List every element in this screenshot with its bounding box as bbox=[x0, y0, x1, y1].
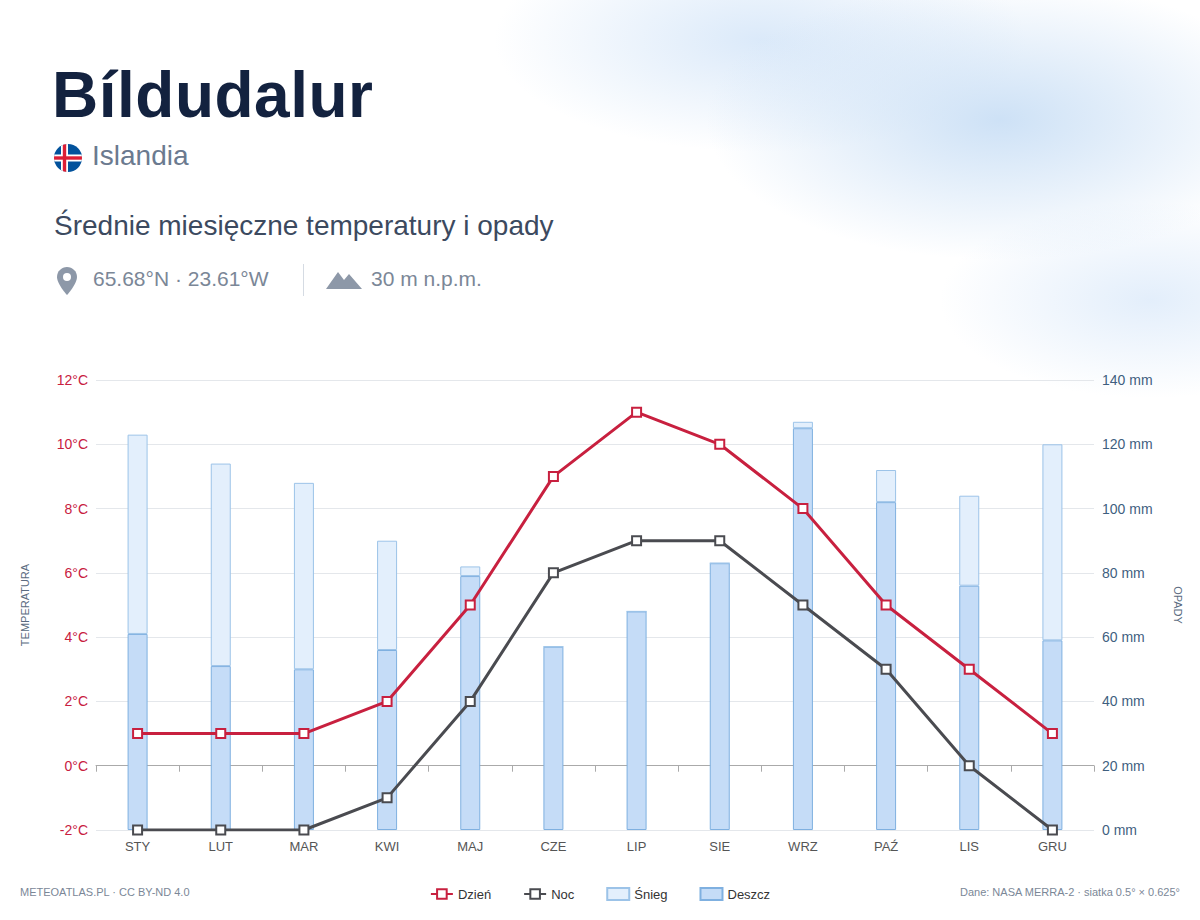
svg-text:140 mm: 140 mm bbox=[1102, 372, 1153, 388]
html-text:Bíldudalur: Bíldudalur bbox=[52, 59, 374, 131]
svg-text:6°C: 6°C bbox=[65, 565, 89, 581]
html-text:30 m n.p.m.: 30 m n.p.m. bbox=[371, 267, 482, 290]
svg-text:60 mm: 60 mm bbox=[1102, 629, 1145, 645]
svg-text:LIP: LIP bbox=[627, 839, 647, 854]
svg-text:GRU: GRU bbox=[1038, 839, 1067, 854]
svg-text:100 mm: 100 mm bbox=[1102, 501, 1153, 517]
svg-text:WRZ: WRZ bbox=[788, 839, 818, 854]
svg-text:10°C: 10°C bbox=[57, 436, 88, 452]
svg-text:CZE: CZE bbox=[540, 839, 566, 854]
html-text:METEOATLAS.PL · CC BY-ND 4.0: METEOATLAS.PL · CC BY-ND 4.0 bbox=[20, 886, 190, 898]
html-text:65.68°N · 23.61°W: 65.68°N · 23.61°W bbox=[93, 267, 269, 290]
svg-text:Noc: Noc bbox=[551, 887, 575, 902]
svg-text:LIS: LIS bbox=[959, 839, 979, 854]
svg-text:SIE: SIE bbox=[709, 839, 730, 854]
svg-text:120 mm: 120 mm bbox=[1102, 436, 1153, 452]
svg-text:-2°C: -2°C bbox=[60, 822, 88, 838]
html-text:Średnie miesięczne temperatury: Średnie miesięczne temperatury i opady bbox=[54, 210, 554, 241]
svg-text:0°C: 0°C bbox=[65, 758, 89, 774]
svg-text:Dzień: Dzień bbox=[458, 887, 491, 902]
html-text:Islandia: Islandia bbox=[92, 140, 189, 171]
svg-text:80 mm: 80 mm bbox=[1102, 565, 1145, 581]
svg-text:Deszcz: Deszcz bbox=[727, 887, 770, 902]
svg-text:PAŹ: PAŹ bbox=[874, 839, 898, 854]
svg-text:8°C: 8°C bbox=[65, 501, 89, 517]
html-text:Dane: NASA MERRA-2 · siatka 0.: Dane: NASA MERRA-2 · siatka 0.5° × 0.625… bbox=[960, 886, 1180, 898]
svg-text:OPADY: OPADY bbox=[1172, 586, 1184, 624]
svg-text:STY: STY bbox=[125, 839, 151, 854]
svg-text:MAR: MAR bbox=[289, 839, 318, 854]
svg-text:KWI: KWI bbox=[375, 839, 400, 854]
svg-text:0 mm: 0 mm bbox=[1102, 822, 1137, 838]
svg-text:2°C: 2°C bbox=[65, 693, 89, 709]
svg-text:TEMPERATURA: TEMPERATURA bbox=[19, 563, 31, 646]
svg-text:20 mm: 20 mm bbox=[1102, 758, 1145, 774]
svg-text:LUT: LUT bbox=[208, 839, 233, 854]
svg-text:Śnieg: Śnieg bbox=[634, 887, 667, 902]
svg-text:40 mm: 40 mm bbox=[1102, 693, 1145, 709]
svg-text:4°C: 4°C bbox=[65, 629, 89, 645]
svg-text:MAJ: MAJ bbox=[457, 839, 483, 854]
svg-text:12°C: 12°C bbox=[57, 372, 88, 388]
